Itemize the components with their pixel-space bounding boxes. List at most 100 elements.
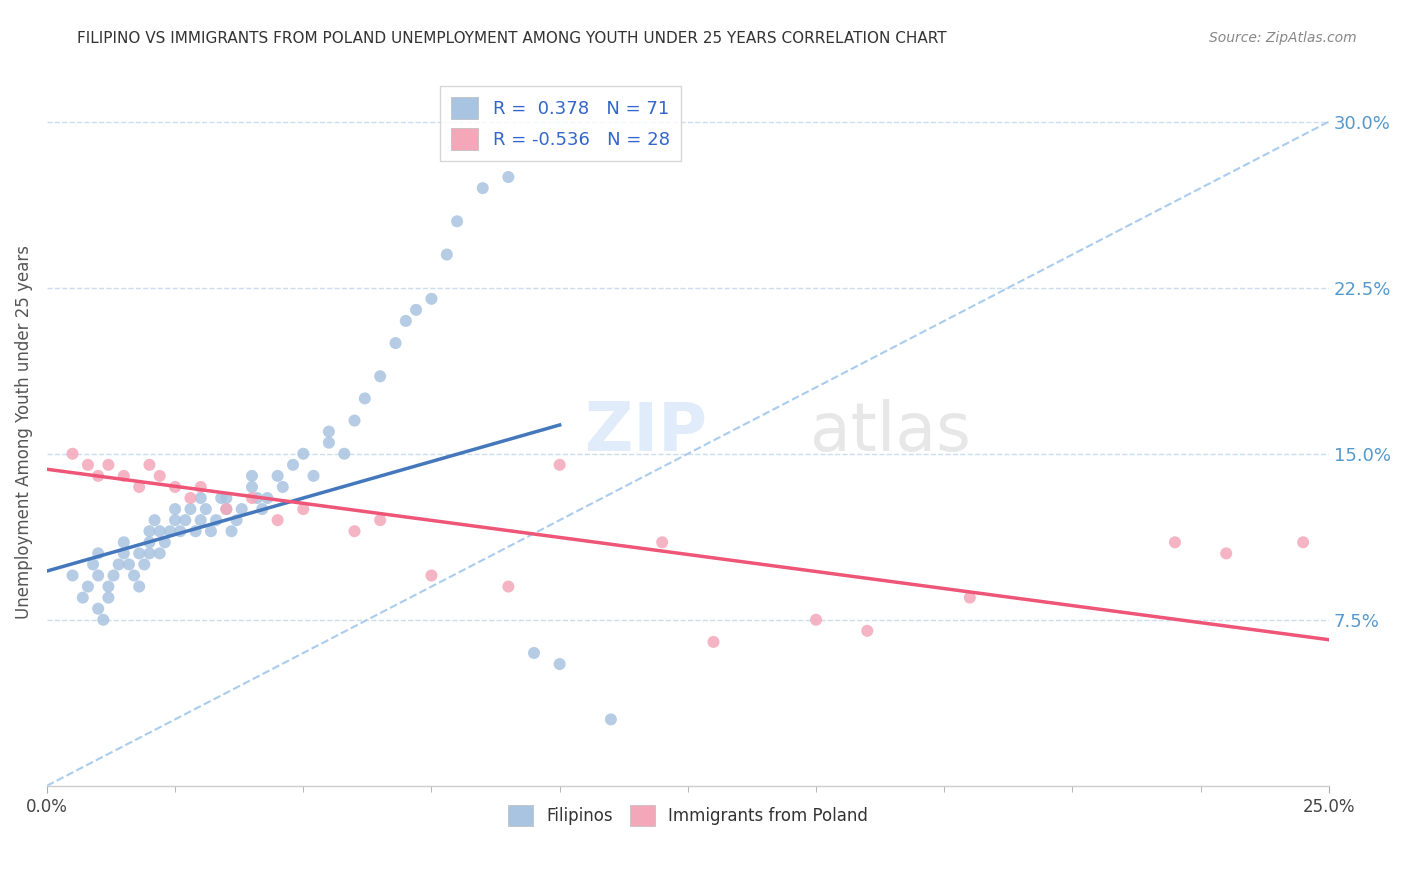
Y-axis label: Unemployment Among Youth under 25 years: Unemployment Among Youth under 25 years: [15, 244, 32, 619]
Text: ZIP: ZIP: [585, 399, 707, 465]
Point: [271, 480, 294, 494]
Point: [184, 524, 207, 539]
Text: FILIPINO VS IMMIGRANTS FROM POLAND UNEMPLOYMENT AMONG YOUTH UNDER 25 YEARS CORRE: FILIPINO VS IMMIGRANTS FROM POLAND UNEMP…: [77, 31, 948, 46]
Point: [138, 458, 160, 472]
Point: [190, 491, 212, 505]
Point: [87, 601, 110, 615]
Point: [856, 624, 879, 638]
Point: [959, 591, 981, 605]
Point: [1215, 546, 1237, 560]
Point: [221, 524, 243, 539]
Point: [302, 469, 325, 483]
Point: [77, 580, 100, 594]
Point: [62, 568, 84, 582]
Point: [420, 568, 443, 582]
Point: [149, 524, 172, 539]
Point: [118, 558, 141, 572]
Point: [138, 535, 160, 549]
Point: [128, 546, 150, 560]
Point: [215, 502, 238, 516]
Point: [246, 491, 269, 505]
Point: [205, 513, 228, 527]
Point: [194, 502, 217, 516]
Legend: Filipinos, Immigrants from Poland: Filipinos, Immigrants from Poland: [499, 797, 876, 834]
Point: [471, 181, 494, 195]
Point: [548, 458, 571, 472]
Point: [343, 524, 366, 539]
Point: [138, 546, 160, 560]
Point: [498, 580, 520, 594]
Point: [165, 502, 187, 516]
Point: [174, 513, 197, 527]
Point: [112, 546, 135, 560]
Point: [333, 447, 356, 461]
Point: [436, 247, 458, 261]
Point: [384, 336, 406, 351]
Point: [97, 458, 120, 472]
Point: [179, 491, 201, 505]
Point: [209, 491, 232, 505]
Point: [405, 302, 427, 317]
Text: atlas: atlas: [810, 399, 970, 465]
Point: [318, 425, 340, 439]
Point: [292, 502, 315, 516]
Point: [87, 546, 110, 560]
Point: [266, 469, 288, 483]
Point: [231, 502, 253, 516]
Point: [266, 513, 288, 527]
Point: [91, 613, 114, 627]
Point: [143, 513, 166, 527]
Point: [240, 469, 263, 483]
Point: [112, 535, 135, 549]
Point: [343, 413, 366, 427]
Point: [87, 568, 110, 582]
Point: [149, 546, 172, 560]
Text: Source: ZipAtlas.com: Source: ZipAtlas.com: [1209, 31, 1357, 45]
Point: [292, 447, 315, 461]
Point: [446, 214, 468, 228]
Point: [190, 513, 212, 527]
Point: [128, 580, 150, 594]
Point: [1164, 535, 1187, 549]
Point: [200, 524, 222, 539]
Point: [103, 568, 125, 582]
Point: [159, 524, 181, 539]
Point: [215, 491, 238, 505]
Point: [252, 502, 274, 516]
Point: [134, 558, 156, 572]
Point: [153, 535, 176, 549]
Point: [548, 657, 571, 671]
Point: [179, 502, 201, 516]
Point: [165, 513, 187, 527]
Point: [318, 435, 340, 450]
Point: [281, 458, 304, 472]
Point: [62, 447, 84, 461]
Point: [651, 535, 673, 549]
Point: [368, 513, 391, 527]
Point: [190, 480, 212, 494]
Point: [395, 314, 418, 328]
Point: [149, 469, 172, 483]
Point: [128, 480, 150, 494]
Point: [240, 480, 263, 494]
Point: [77, 458, 100, 472]
Point: [240, 491, 263, 505]
Point: [122, 568, 145, 582]
Point: [420, 292, 443, 306]
Point: [353, 392, 375, 406]
Point: [1292, 535, 1315, 549]
Point: [72, 591, 94, 605]
Point: [169, 524, 191, 539]
Point: [215, 502, 238, 516]
Point: [97, 580, 120, 594]
Point: [82, 558, 104, 572]
Point: [138, 524, 160, 539]
Point: [225, 513, 247, 527]
Point: [107, 558, 129, 572]
Point: [87, 469, 110, 483]
Point: [498, 169, 520, 184]
Point: [702, 635, 724, 649]
Point: [165, 480, 187, 494]
Point: [97, 591, 120, 605]
Point: [523, 646, 546, 660]
